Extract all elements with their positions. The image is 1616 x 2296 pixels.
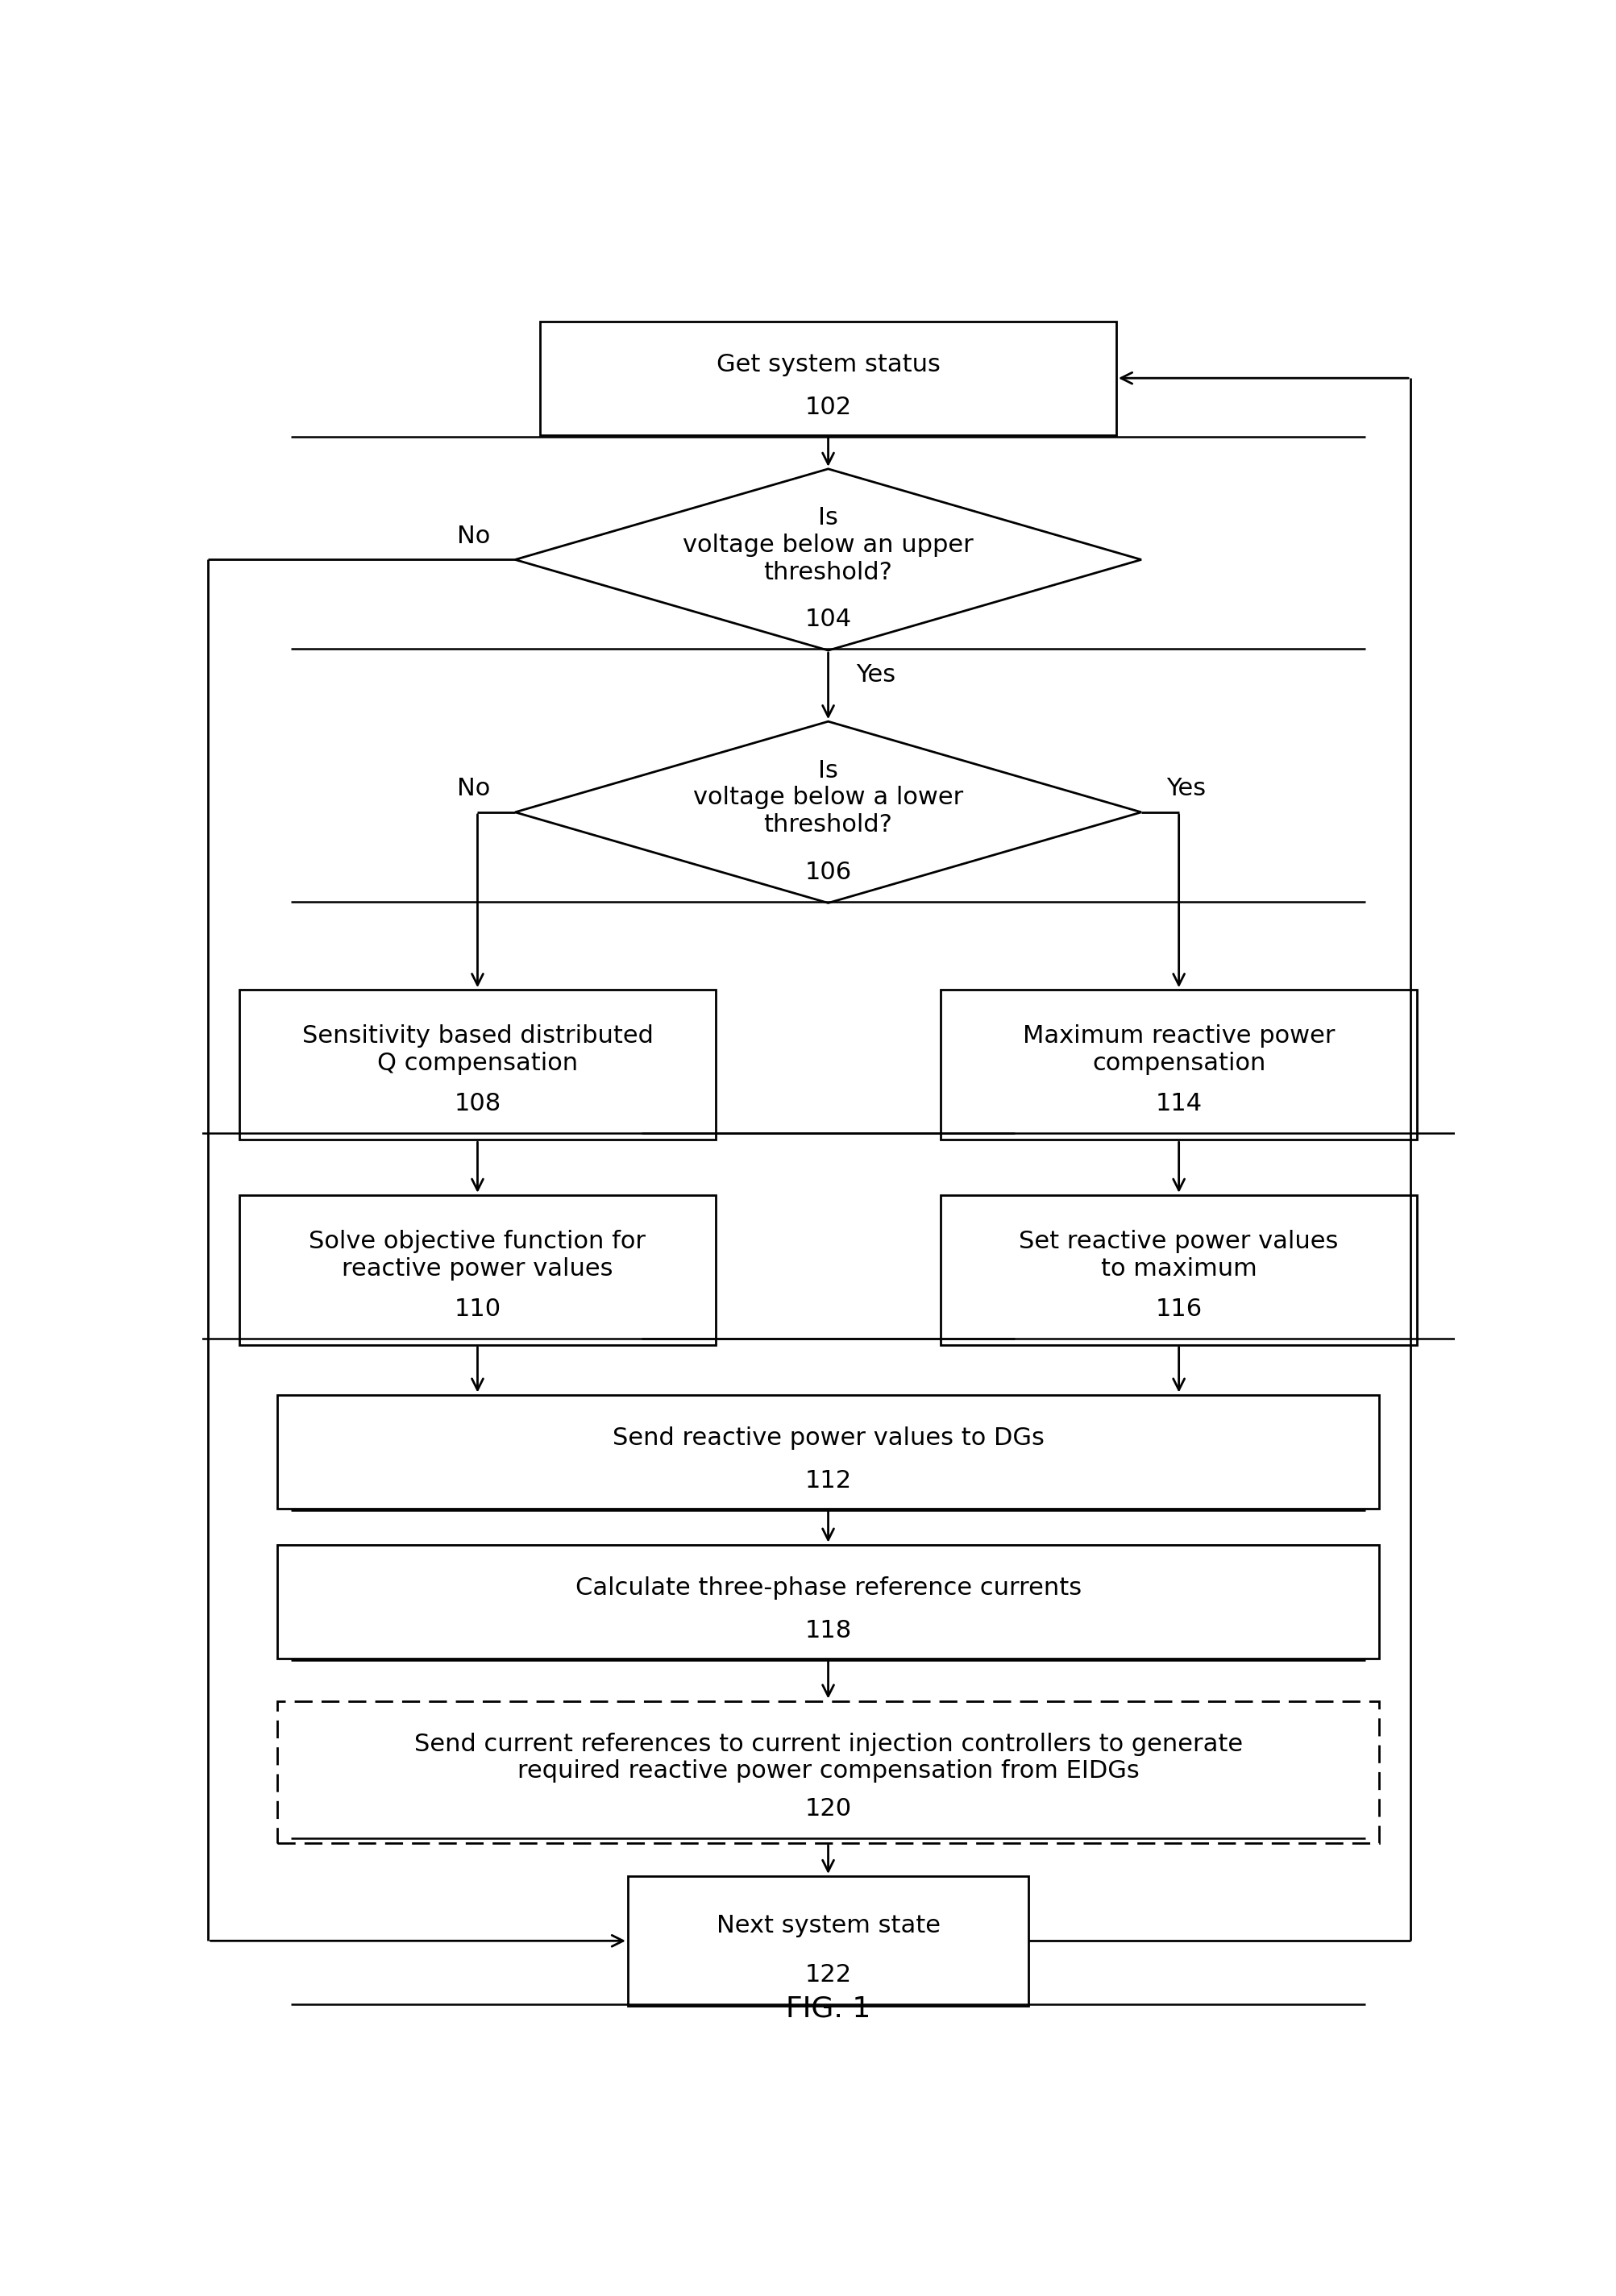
Text: Set reactive power values
to maximum: Set reactive power values to maximum [1020, 1231, 1338, 1281]
Text: No: No [457, 523, 490, 549]
FancyBboxPatch shape [627, 1876, 1028, 2007]
FancyBboxPatch shape [239, 990, 716, 1139]
Text: 118: 118 [805, 1619, 852, 1642]
FancyBboxPatch shape [239, 1194, 716, 1345]
Text: 102: 102 [805, 395, 852, 420]
Text: Calculate three-phase reference currents: Calculate three-phase reference currents [575, 1575, 1081, 1600]
Text: 116: 116 [1155, 1297, 1202, 1320]
FancyBboxPatch shape [278, 1701, 1378, 1844]
Text: Yes: Yes [1167, 776, 1206, 801]
Text: 110: 110 [454, 1297, 501, 1320]
Text: Sensitivity based distributed
Q compensation: Sensitivity based distributed Q compensa… [302, 1024, 653, 1075]
Text: Solve objective function for
reactive power values: Solve objective function for reactive po… [309, 1231, 646, 1281]
FancyBboxPatch shape [941, 990, 1417, 1139]
Text: 108: 108 [454, 1093, 501, 1116]
Text: 112: 112 [805, 1469, 852, 1492]
Text: Next system state: Next system state [716, 1913, 941, 1938]
Text: Is
voltage below a lower
threshold?: Is voltage below a lower threshold? [693, 760, 963, 836]
Text: Get system status: Get system status [716, 354, 941, 377]
Text: 122: 122 [805, 1963, 852, 1986]
Polygon shape [516, 468, 1141, 650]
FancyBboxPatch shape [278, 1545, 1378, 1658]
FancyBboxPatch shape [540, 321, 1117, 434]
Text: 114: 114 [1155, 1093, 1202, 1116]
Text: Send reactive power values to DGs: Send reactive power values to DGs [612, 1426, 1044, 1449]
Text: Maximum reactive power
compensation: Maximum reactive power compensation [1023, 1024, 1335, 1075]
Text: 120: 120 [805, 1798, 852, 1821]
Text: Yes: Yes [856, 664, 895, 687]
Text: Is
voltage below an upper
threshold?: Is voltage below an upper threshold? [684, 507, 973, 583]
Text: No: No [457, 776, 490, 801]
Text: Send current references to current injection controllers to generate
required re: Send current references to current injec… [414, 1733, 1243, 1784]
Text: FIG. 1: FIG. 1 [785, 1995, 871, 2023]
Text: 106: 106 [805, 861, 852, 884]
FancyBboxPatch shape [941, 1194, 1417, 1345]
FancyBboxPatch shape [278, 1394, 1378, 1508]
Text: 104: 104 [805, 608, 852, 631]
Polygon shape [516, 721, 1141, 902]
